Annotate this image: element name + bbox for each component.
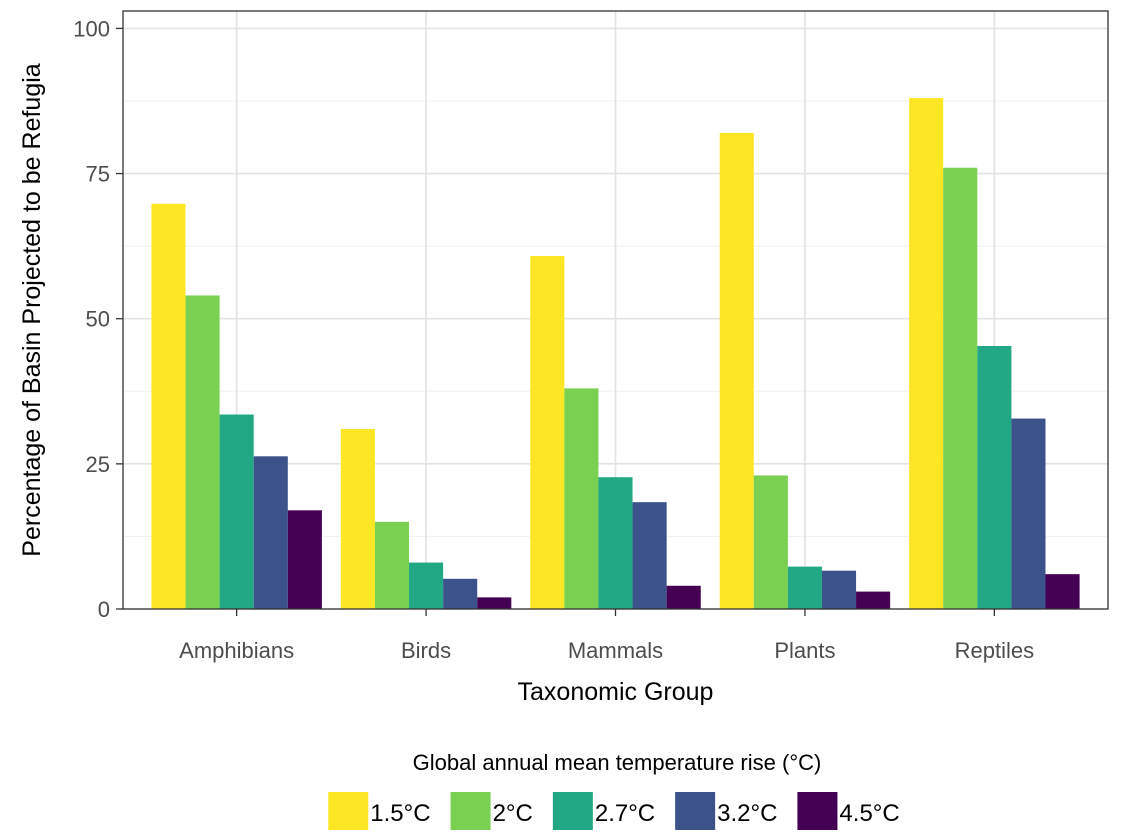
bar-amphibians-3 — [253, 456, 288, 609]
y-axis-title: Percentage of Basin Projected to be Refu… — [18, 63, 46, 556]
bar-reptiles-1 — [943, 167, 978, 610]
y-tick-label: 0 — [98, 597, 110, 622]
bar-amphibians-1 — [185, 295, 220, 609]
bar-amphibians-2 — [219, 414, 254, 609]
bar-mammals-4 — [666, 585, 701, 609]
x-tick-label: Mammals — [568, 638, 663, 663]
bar-birds-3 — [443, 578, 478, 609]
y-tick-label: 25 — [86, 452, 110, 477]
bar-reptiles-3 — [1011, 418, 1046, 609]
legend: 1.5°C 2°C 2.7°C 3.2°C 4.5°C — [328, 792, 900, 832]
legend-label: 4.5°C — [839, 800, 899, 827]
legend-label: 3.2°C — [717, 800, 777, 827]
y-tick-label: 75 — [86, 162, 110, 187]
legend-label: 2.7°C — [595, 800, 655, 827]
bar-reptiles-2 — [977, 345, 1012, 609]
x-tick-label: Reptiles — [955, 638, 1034, 663]
y-tick-label: 100 — [73, 16, 110, 41]
x-tick-label: Plants — [774, 638, 835, 663]
bar-plants-0 — [719, 132, 754, 609]
x-axis-title: Taxonomic Group — [518, 678, 714, 706]
legend-swatch — [675, 792, 716, 832]
bar-birds-1 — [374, 521, 410, 609]
legend-swatch — [552, 792, 593, 832]
bar-mammals-1 — [564, 388, 599, 609]
bar-amphibians-0 — [151, 203, 186, 609]
legend-label: 1.5°C — [370, 800, 430, 827]
legend-swatch — [450, 792, 491, 832]
bar-plants-2 — [787, 566, 822, 609]
bar-mammals-3 — [632, 502, 667, 609]
bar-birds-2 — [409, 562, 444, 609]
bar-birds-0 — [340, 429, 375, 609]
bar-reptiles-4 — [1045, 574, 1080, 609]
bar-group — [151, 98, 1080, 610]
bar-plants-1 — [753, 475, 788, 609]
bar-reptiles-0 — [909, 98, 944, 610]
bar-plants-3 — [821, 570, 857, 609]
bar-amphibians-4 — [287, 510, 322, 609]
legend-label: 2°C — [493, 800, 533, 827]
legend-title: Global annual mean temperature rise (°C) — [413, 750, 822, 775]
x-tick-label: Birds — [401, 638, 451, 663]
legend-swatch — [328, 792, 369, 832]
bar-plants-4 — [856, 591, 891, 609]
bar-mammals-2 — [598, 477, 633, 609]
bar-mammals-0 — [530, 256, 565, 609]
bar-birds-4 — [477, 597, 512, 609]
y-tick-label: 50 — [86, 307, 110, 332]
axes: 0 25 50 75 100 Amphibians Birds Mammals Plants Re… — [73, 16, 1034, 663]
x-tick-label: Amphibians — [179, 638, 294, 663]
legend-swatch — [797, 792, 838, 832]
